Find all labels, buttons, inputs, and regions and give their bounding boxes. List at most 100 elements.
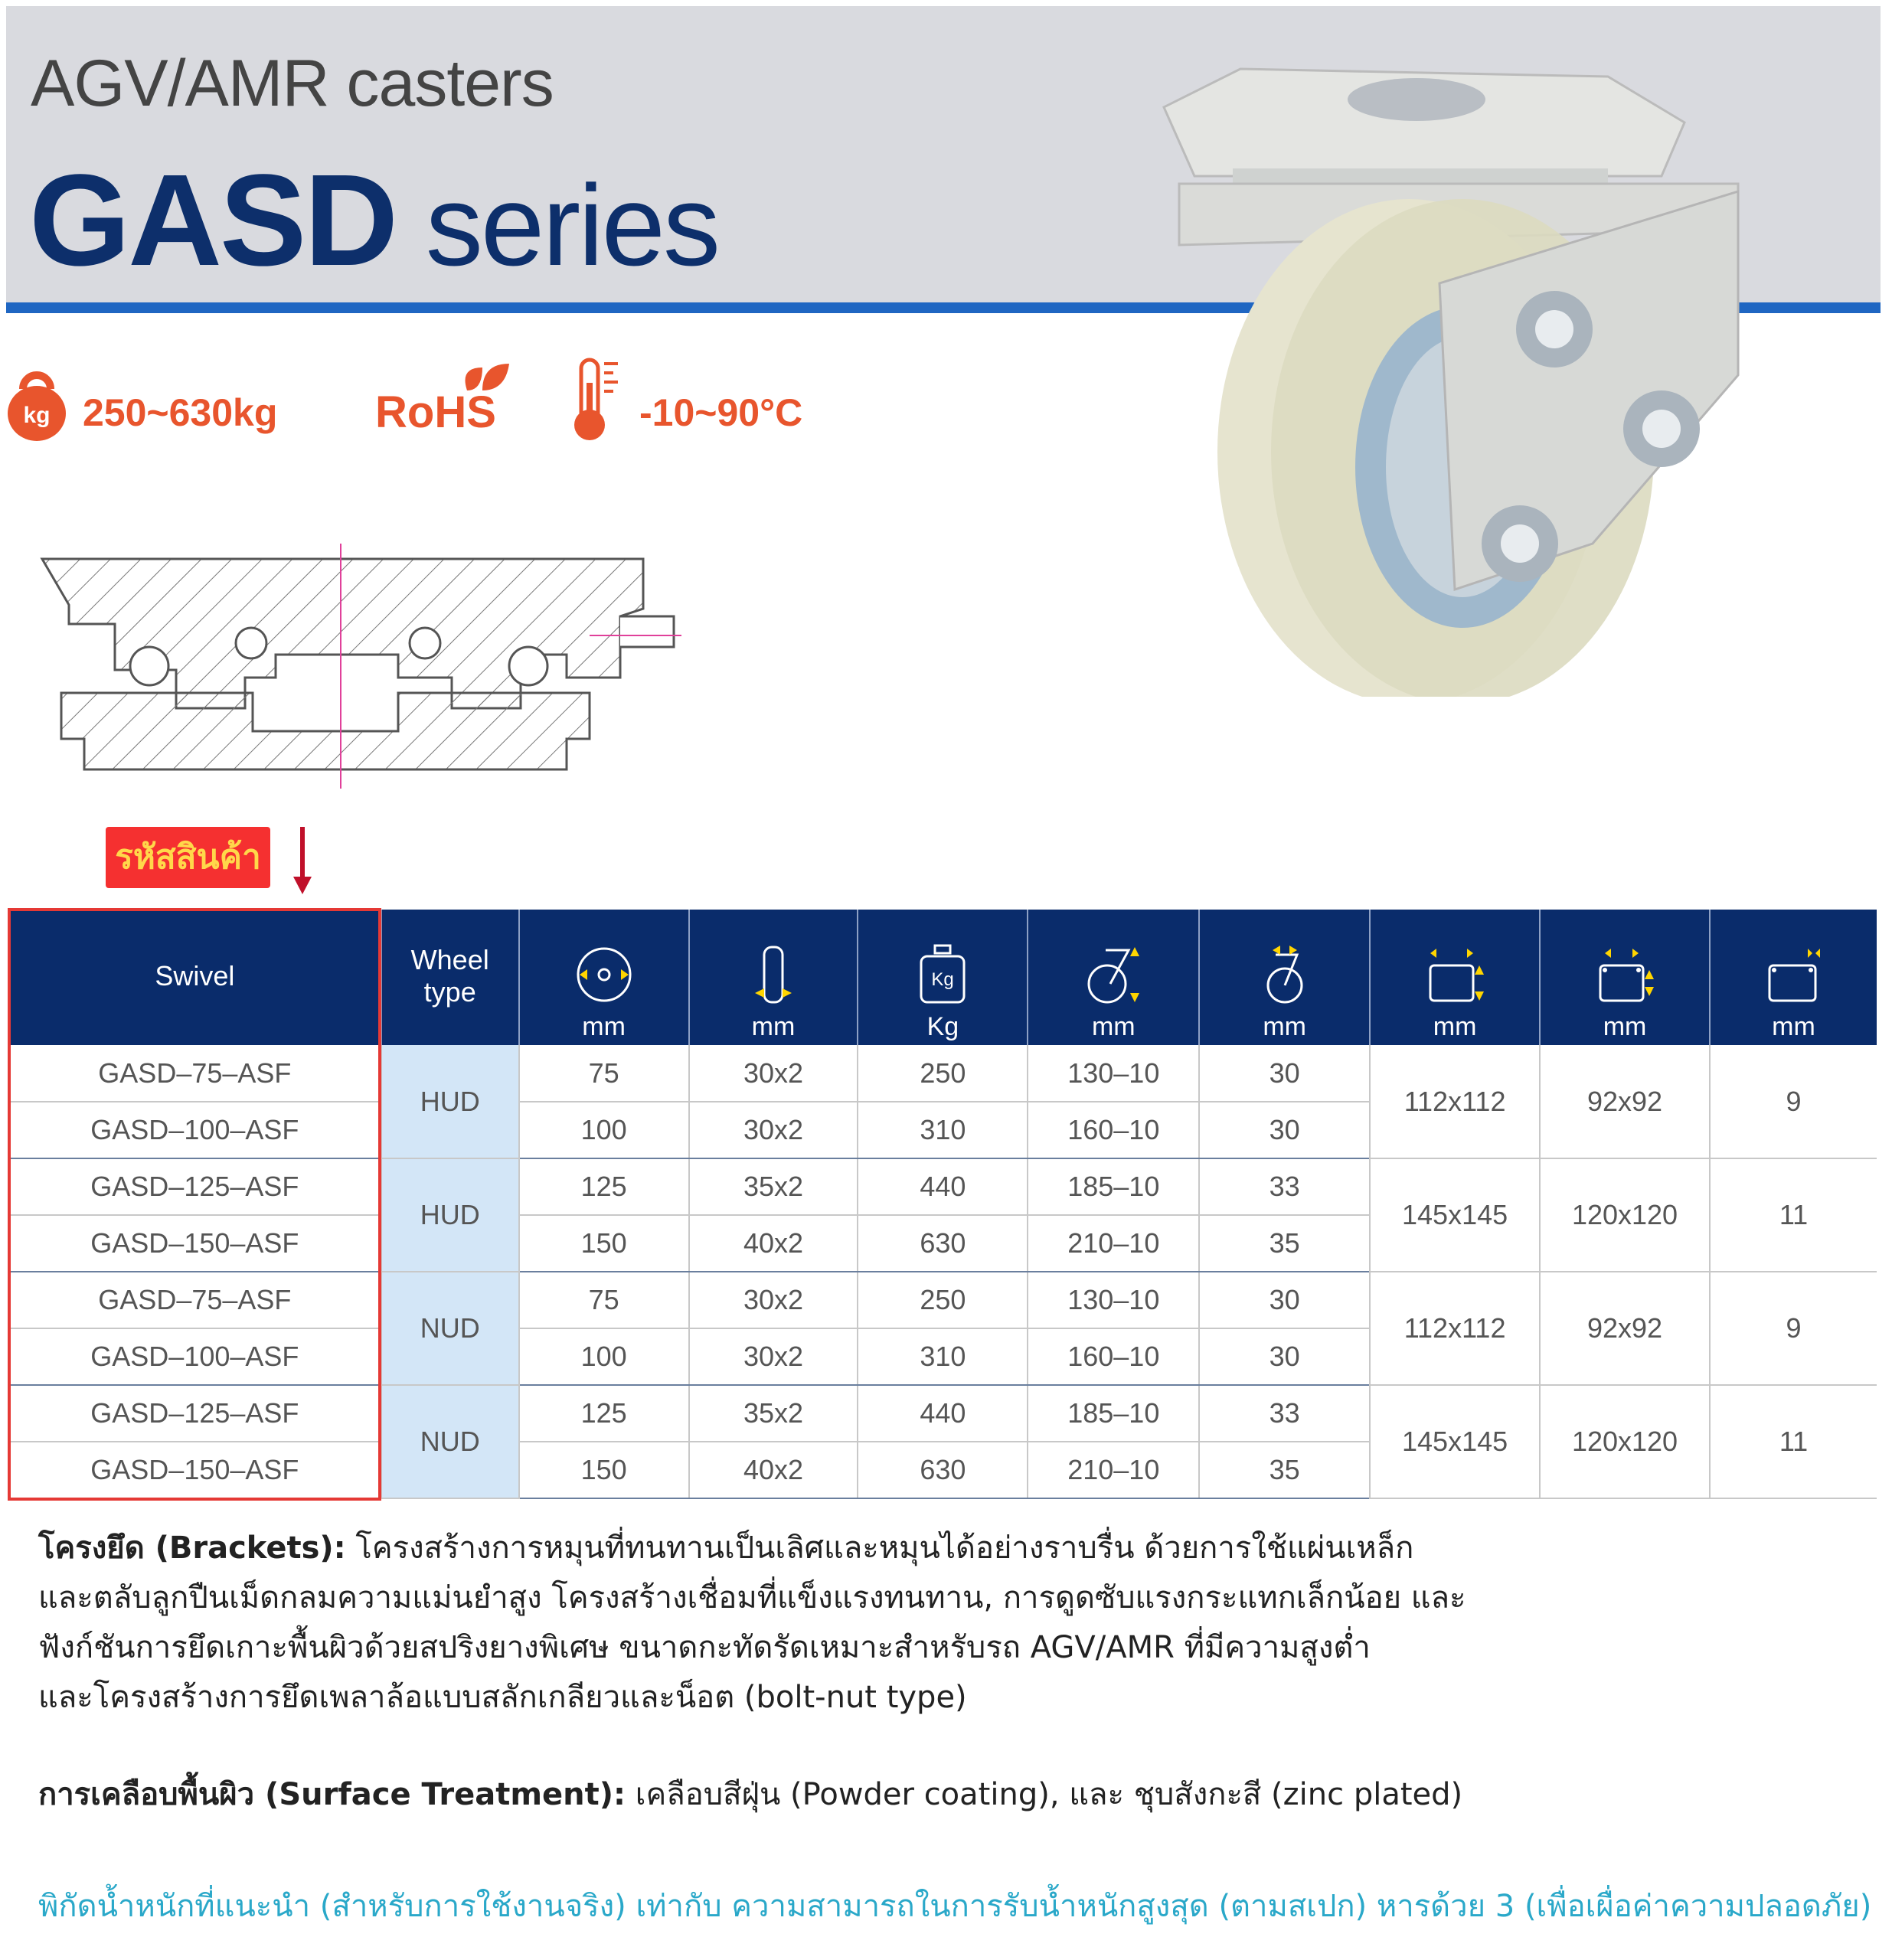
load-capacity-cell: 310 xyxy=(857,1102,1028,1159)
table-row: GASD–125–ASF HUD 125 35x2 440 185–10 33 145x145… xyxy=(8,1158,1877,1272)
wheel-diameter-cell: 150 xyxy=(518,1442,689,1499)
header-load-weight: Kg Kg xyxy=(857,910,1028,1045)
header-unit: mm xyxy=(1263,1012,1306,1041)
model-code-cell: GASD–75–ASF xyxy=(8,1045,381,1102)
wheel-diameter-cell: 100 xyxy=(518,1102,689,1159)
wheel-width-cell: 30x2 xyxy=(688,1328,858,1386)
header-swivel: Swivel xyxy=(8,910,381,1045)
swivel-offset-cell: 30 xyxy=(1198,1102,1371,1159)
wheel-width-cell: 40x2 xyxy=(688,1215,858,1272)
model-code-cell: GASD–100–ASF xyxy=(8,1102,381,1159)
bearing-cross-section-diagram xyxy=(40,544,681,789)
swivel-offset-cell: 33 xyxy=(1198,1158,1371,1216)
wheel-type-cell: NUD xyxy=(380,1272,519,1386)
bolt-spacing-cell: 120x120 xyxy=(1539,1385,1710,1499)
overall-height-icon xyxy=(1087,947,1140,1004)
bolt-hole-diameter-icon xyxy=(1768,949,1820,1002)
overall-height-cell: 130–10 xyxy=(1027,1045,1200,1102)
wheel-diameter-cell: 125 xyxy=(518,1385,689,1442)
load-rating-note: พิกัดน้ำหนักที่แนะนำ (สำหรับการใช้งานจริ… xyxy=(38,1889,1872,1924)
header-plate-size: mm xyxy=(1369,910,1541,1045)
load-capacity-cell: 440 xyxy=(857,1158,1028,1216)
title-series-word: series xyxy=(396,161,721,289)
header-bolt-hole-diameter: mm xyxy=(1709,910,1877,1045)
load-weight-icon: Kg xyxy=(920,944,966,1004)
overall-height-cell: 160–10 xyxy=(1027,1328,1200,1386)
load-capacity-range: 250~630kg xyxy=(83,391,278,434)
wheel-width-cell: 35x2 xyxy=(688,1158,858,1216)
overall-height-cell: 160–10 xyxy=(1027,1102,1200,1159)
wheel-type-cell: HUD xyxy=(380,1045,519,1159)
header-wheel-diameter: mm xyxy=(518,910,689,1045)
load-capacity-cell: 440 xyxy=(857,1385,1028,1442)
brackets-label: โครงยึด (Brackets): xyxy=(38,1530,346,1566)
wheel-width-cell: 30x2 xyxy=(688,1272,858,1329)
brackets-line: และตลับลูกปืนเม็ดกลมความแม่นยำสูง โครงสร… xyxy=(38,1580,1466,1615)
swivel-offset-cell: 35 xyxy=(1198,1215,1371,1272)
table-row: GASD–75–ASF HUD 75 30x2 250 130–10 30 112x112 92… xyxy=(8,1045,1877,1159)
model-code-cell: GASD–150–ASF xyxy=(8,1442,381,1499)
bolt-diameter-cell: 9 xyxy=(1709,1272,1877,1386)
header-bolt-hole-spacing: mm xyxy=(1539,910,1710,1045)
surface-treatment-description: การเคลือบพื้นผิว (Surface Treatment): เค… xyxy=(38,1770,1462,1820)
model-code-cell: GASD–150–ASF xyxy=(8,1215,381,1272)
wheel-diameter-icon xyxy=(577,947,632,1002)
header-wheel-type: Wheel type xyxy=(380,910,519,1045)
thermometer-icon xyxy=(574,358,618,440)
product-code-label: รหัสสินค้า xyxy=(106,827,270,888)
table-row: GASD–100–ASF 100 30x2 310 160–10 30 xyxy=(8,1328,1877,1386)
swivel-offset-cell: 35 xyxy=(1198,1442,1371,1499)
bolt-hole-spacing-icon xyxy=(1599,949,1655,1002)
swivel-offset-cell: 30 xyxy=(1198,1045,1371,1102)
wheel-diameter-cell: 100 xyxy=(518,1328,689,1386)
caster-product-photo xyxy=(1162,67,1740,697)
bolt-spacing-cell: 92x92 xyxy=(1539,1272,1710,1386)
arrow-down-icon xyxy=(293,827,312,894)
table-row: GASD–100–ASF 100 30x2 310 160–10 30 xyxy=(8,1102,1877,1159)
header-overall-height: mm xyxy=(1027,910,1200,1045)
overall-height-cell: 210–10 xyxy=(1027,1215,1200,1272)
wheel-diameter-cell: 75 xyxy=(518,1045,689,1102)
load-capacity-cell: 630 xyxy=(857,1442,1028,1499)
page-title: GASD series xyxy=(29,145,721,296)
surface-text: เคลือบสีฝุ่น (Powder coating), และ ชุบสั… xyxy=(626,1777,1463,1812)
wheel-type-cell: NUD xyxy=(380,1385,519,1499)
load-capacity-cell: 630 xyxy=(857,1215,1028,1272)
svg-text:Kg: Kg xyxy=(932,969,954,990)
bolt-spacing-cell: 92x92 xyxy=(1539,1045,1710,1159)
wheel-diameter-cell: 75 xyxy=(518,1272,689,1329)
wheel-diameter-cell: 125 xyxy=(518,1158,689,1216)
wheel-width-cell: 30x2 xyxy=(688,1102,858,1159)
header-wheel-width: mm xyxy=(688,910,858,1045)
bolt-diameter-cell: 11 xyxy=(1709,1158,1877,1272)
header-label: Wheel type xyxy=(410,943,489,1008)
temperature-range: -10~90°C xyxy=(639,391,803,434)
wheel-width-cell: 35x2 xyxy=(688,1385,858,1442)
swivel-offset-icon xyxy=(1266,946,1303,1004)
spec-table: Swivel Wheel type mm mm Kg Kg mm mm mm mm mm GASD–… xyxy=(8,910,1877,1499)
plate-size-cell: 112x112 xyxy=(1369,1272,1541,1386)
model-code-cell: GASD–125–ASF xyxy=(8,1158,381,1216)
wheel-diameter-cell: 150 xyxy=(518,1215,689,1272)
brackets-line: โครงสร้างการหมุนที่ทนทานเป็นเลิศและหมุนไ… xyxy=(345,1530,1414,1566)
header-unit: mm xyxy=(1091,1012,1136,1041)
plate-size-cell: 145x145 xyxy=(1369,1158,1541,1272)
overall-height-cell: 185–10 xyxy=(1027,1385,1200,1442)
load-capacity-cell: 250 xyxy=(857,1045,1028,1102)
rohs-logo: RoHS xyxy=(375,387,496,437)
table-row: GASD–125–ASF NUD 125 35x2 440 185–10 33 145x145… xyxy=(8,1385,1877,1499)
surface-label: การเคลือบพื้นผิว (Surface Treatment): xyxy=(38,1777,626,1812)
svg-text:kg: kg xyxy=(23,403,50,428)
bolt-diameter-cell: 9 xyxy=(1709,1045,1877,1159)
wheel-width-cell: 30x2 xyxy=(688,1045,858,1102)
header-unit: mm xyxy=(582,1012,626,1041)
overall-height-cell: 210–10 xyxy=(1027,1442,1200,1499)
plate-size-icon xyxy=(1429,949,1485,1002)
plate-size-cell: 145x145 xyxy=(1369,1385,1541,1499)
brackets-description: โครงยึด (Brackets): โครงสร้างการหมุนที่ท… xyxy=(38,1524,1466,1723)
leaf-icon xyxy=(465,364,509,390)
swivel-offset-cell: 30 xyxy=(1198,1328,1371,1386)
model-code-cell: GASD–100–ASF xyxy=(8,1328,381,1386)
model-code-cell: GASD–125–ASF xyxy=(8,1385,381,1442)
table-row: GASD–150–ASF 150 40x2 630 210–10 35 xyxy=(8,1442,1877,1499)
